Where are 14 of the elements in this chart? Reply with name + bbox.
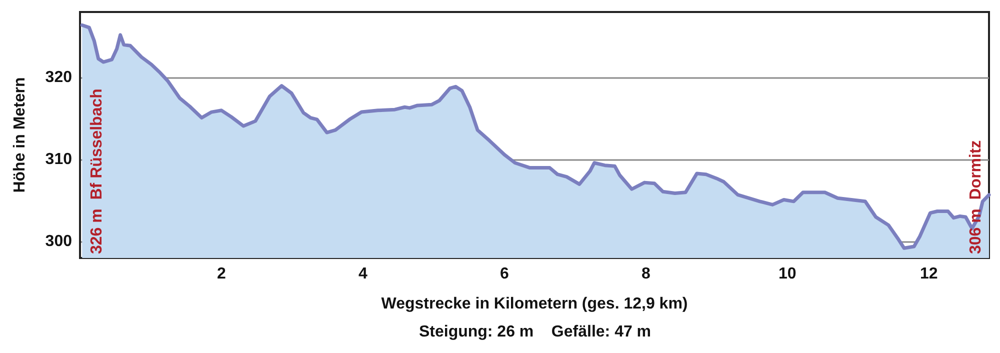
y-tick-label: 310 xyxy=(45,151,72,168)
x-tick-label: 4 xyxy=(358,266,368,282)
x-tick-label: 8 xyxy=(641,266,650,282)
annotation: 326 m Bf Rüsselbach xyxy=(88,88,106,254)
y-axis-title: Höhe in Metern xyxy=(12,77,28,193)
y-tick-label: 300 xyxy=(45,233,72,250)
y-tick-label: 320 xyxy=(45,69,72,86)
x-tick-label: 6 xyxy=(500,266,509,282)
x-tick-label: 2 xyxy=(217,266,226,282)
x-axis-title: Wegstrecke in Kilometern (ges. 12,9 km) xyxy=(381,296,688,312)
text: Steigung: 26 m Gefälle: 47 m xyxy=(418,324,652,340)
annotation: 306 m Dormitz xyxy=(968,140,984,254)
x-tick-label: 10 xyxy=(778,266,796,282)
x-tick-label: 12 xyxy=(920,266,938,282)
